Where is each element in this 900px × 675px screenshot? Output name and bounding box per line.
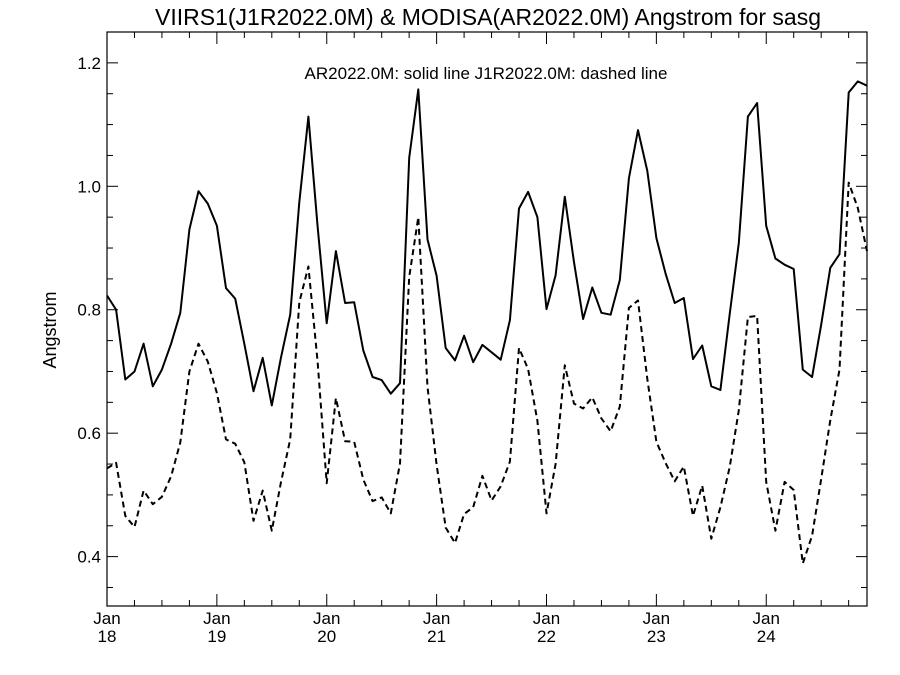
y-tick-label: 0.4	[77, 548, 101, 567]
series-line-ar2022-0m	[106, 80, 868, 407]
series-group	[106, 80, 868, 565]
x-tick-year: 21	[427, 627, 446, 646]
plot-frame	[106, 31, 868, 607]
chart-title: VIIRS1(J1R2022.0M) & MODISA(AR2022.0M) A…	[155, 4, 821, 30]
x-tick-month: Jan	[423, 609, 450, 628]
series-line-j1r2022-0m	[106, 181, 868, 565]
x-tick-month: Jan	[753, 609, 780, 628]
x-tick-year: 18	[98, 627, 117, 646]
x-tick-month: Jan	[313, 609, 340, 628]
x-tick-year: 22	[537, 627, 556, 646]
x-tick-year: 23	[647, 627, 666, 646]
x-tick-month: Jan	[533, 609, 560, 628]
legend-text: AR2022.0M: solid line J1R2022.0M: dashed…	[305, 64, 668, 83]
y-tick-label: 0.6	[77, 424, 101, 443]
y-tick-label: 0.8	[77, 301, 101, 320]
x-tick-year: 20	[317, 627, 336, 646]
x-tick-month: Jan	[203, 609, 230, 628]
y-tick-label: 1.0	[77, 177, 101, 196]
y-tick-label: 1.2	[77, 54, 101, 73]
x-tick-year: 19	[207, 627, 226, 646]
y-axis-label: Angstrom	[40, 291, 60, 368]
x-tick-month: Jan	[643, 609, 670, 628]
y-axis: 0.4 0.6 0.8 1.0 1.2	[77, 31, 867, 588]
x-tick-year: 24	[757, 627, 776, 646]
x-tick-month: Jan	[93, 609, 120, 628]
